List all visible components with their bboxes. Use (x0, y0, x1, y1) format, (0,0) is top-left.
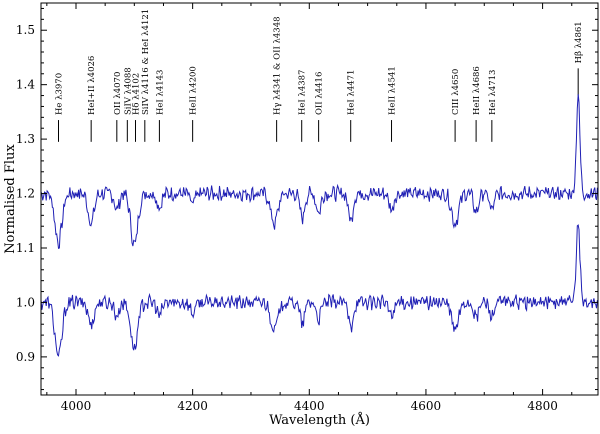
line-id-label: He λ3970 (54, 73, 64, 115)
x-tick-label: 4400 (294, 399, 325, 413)
line-id-label: HeI λ4387 (298, 70, 308, 116)
series-group (40, 94, 598, 357)
y-tick-label: 1.3 (16, 132, 35, 146)
x-axis-title: Wavelength (Å) (269, 412, 370, 428)
line-id-label: SiIV λ4116 & HeI λ4121 (141, 9, 151, 115)
line-id-label: HeI λ4143 (155, 70, 165, 116)
line-id-label: HeI λ4471 (347, 70, 357, 116)
line-id-label: CIII λ4650 (451, 69, 461, 115)
line-id-label: OII λ4416 (315, 72, 325, 115)
y-tick-label: 1.2 (16, 187, 35, 201)
line-id-label: HeI+II λ4026 (87, 56, 97, 115)
y-tick-label: 1.1 (16, 241, 35, 255)
spectrum-line-upper (40, 94, 598, 249)
y-axis-title: Normalised Flux (3, 144, 18, 254)
line-id-label: Hδ λ4102 (131, 73, 141, 115)
x-tick-label: 4600 (411, 399, 442, 413)
y-tick-label: 1.0 (16, 295, 35, 309)
x-tick-label: 4200 (177, 399, 208, 413)
plot-frame (40, 2, 599, 396)
y-tick-label: 1.4 (16, 78, 35, 92)
line-id-label: HeII λ4686 (472, 66, 482, 115)
line-id-label: Hβ λ4861 (574, 21, 584, 63)
annotation-tick-group (57, 68, 579, 142)
y-tick-label: 0.9 (16, 350, 35, 364)
x-tick-label: 4000 (61, 399, 92, 413)
spectrum-line-lower (40, 224, 598, 357)
y-tick-label: 1.5 (16, 23, 35, 37)
x-tick-label: 4800 (527, 399, 558, 413)
line-id-label: HeII λ4200 (189, 66, 199, 115)
axis-ticks: 4000 4200 4400 4600 4800 0.9 1.0 1.1 1.2 1.3 1.4 1.… (16, 3, 598, 413)
line-id-label: OII λ4070 (113, 72, 123, 115)
annotation-label-group: He λ3970 HeI+II λ4026 OII λ4070 SiIV λ4088H… (54, 9, 584, 115)
line-id-label: HeII λ4541 (388, 66, 398, 115)
line-id-label: Hγ λ4341 & OII λ4348 (273, 16, 283, 115)
line-id-label: HeI λ4713 (488, 70, 498, 116)
line-id-label: SiIV λ4088 (123, 67, 133, 115)
